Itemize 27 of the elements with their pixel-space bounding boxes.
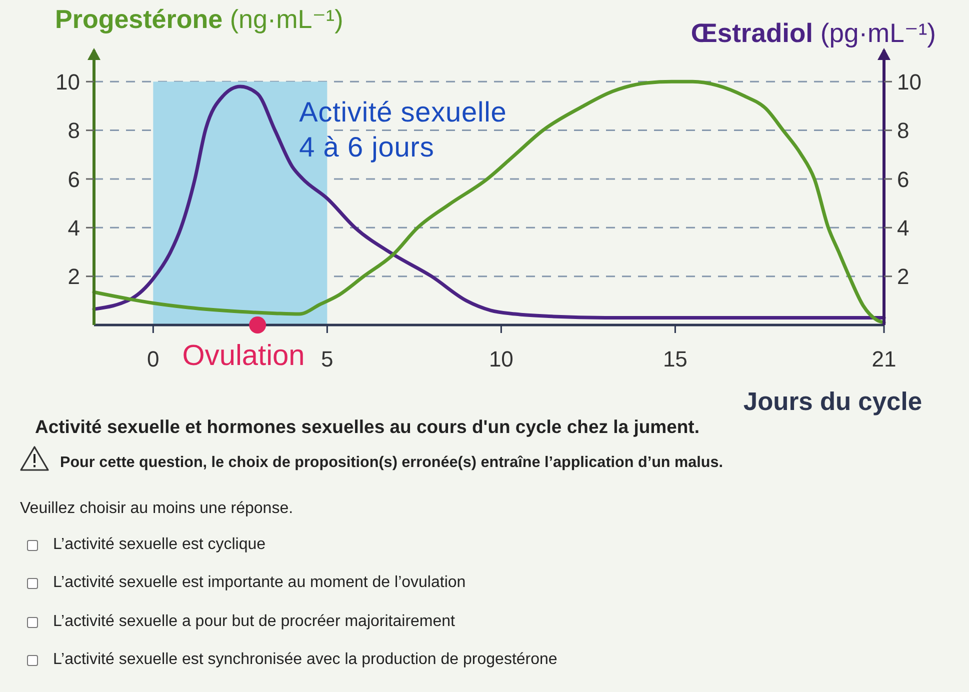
text: L’activité sexuelle est cyclique bbox=[53, 536, 266, 554]
x-tick-label: 21 bbox=[872, 346, 896, 372]
y-tick-label: 6 bbox=[68, 166, 80, 192]
y2-tick-label: 4 bbox=[897, 215, 910, 240]
band-label: Activité sexuelle 4 à 6 jours bbox=[299, 96, 507, 163]
y2-tick-label: 8 bbox=[897, 118, 910, 144]
text: Pour cette question, le choix de proposition(s) erronée(s) entraîne l’application d’un malus. bbox=[60, 454, 723, 472]
y-axis-title: Progestérone (ng·mL⁻¹) bbox=[55, 4, 344, 34]
x-axis-title: Jours du cycle bbox=[743, 388, 922, 416]
y2-tick-label: 6 bbox=[897, 166, 910, 192]
text: Veuillez choisir au moins une réponse. bbox=[20, 500, 294, 518]
y-tick-label: 10 bbox=[56, 69, 80, 94]
y-tick-label: 8 bbox=[68, 118, 80, 144]
series-label: Ovulation bbox=[182, 340, 305, 372]
x-tick-label: 15 bbox=[662, 346, 688, 372]
y2-tick-label: 2 bbox=[897, 264, 910, 290]
y-tick-label: 2 bbox=[68, 264, 80, 290]
x-tick-label: 10 bbox=[488, 346, 514, 372]
text: L’activité sexuelle a pour but de procréer majoritairement bbox=[53, 612, 455, 631]
text: L’activité sexuelle est synchronisée avec la production de progestérone bbox=[53, 650, 558, 669]
x-tick-label: 5 bbox=[321, 346, 334, 372]
y2-axis-title: Œstradiol (pg·mL⁻¹) bbox=[690, 18, 936, 48]
text: Activité sexuelle et hormones sexuelles au cours d'un cycle chez la jument. bbox=[35, 416, 700, 438]
y-tick-label: 4 bbox=[68, 215, 80, 240]
y2-tick-label: 10 bbox=[897, 69, 922, 94]
text: L’activité sexuelle est importante au moment de l’ovulation bbox=[53, 574, 466, 592]
x-tick-label: 0 bbox=[147, 346, 160, 372]
